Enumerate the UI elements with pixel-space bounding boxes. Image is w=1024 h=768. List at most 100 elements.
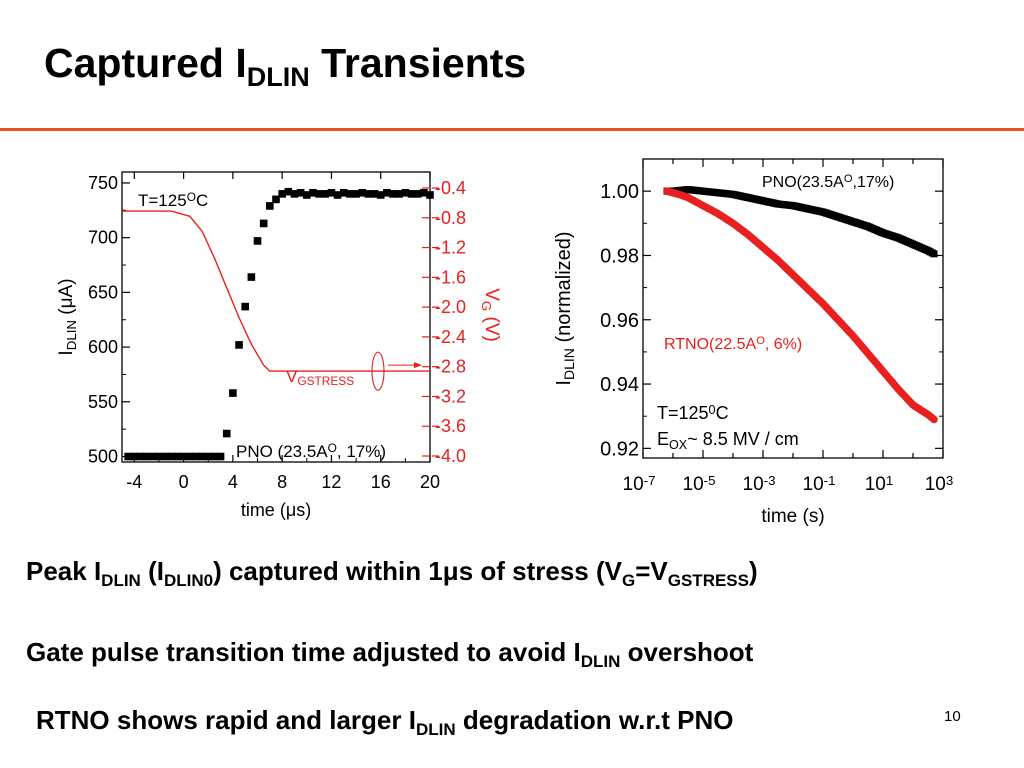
vg-series-line (122, 210, 430, 372)
right-tick-label: -0.4 (435, 178, 466, 198)
idlin-data-point (216, 452, 225, 461)
idlin-data-point (142, 452, 151, 461)
idlin-data-point (253, 237, 262, 245)
y-tick-label: 0.92 (600, 438, 639, 460)
y-tick-label: 0.96 (600, 310, 639, 332)
x-tick-label: -4 (126, 472, 142, 492)
idlin-data-point (352, 190, 360, 198)
idlin-data-point (161, 452, 169, 461)
bullet-text: s of stress (V (458, 556, 622, 586)
bullet-text: G (621, 571, 636, 590)
x-tick-label: 10-5 (683, 473, 716, 495)
bullet-text: =V (635, 556, 668, 586)
idlin-data-point (235, 341, 243, 349)
vstress-annotation: VGSTRESS (286, 367, 354, 388)
x-tick-label: 0 (179, 472, 189, 492)
idlin-data-point (389, 190, 397, 198)
vstress-ellipse (371, 351, 385, 391)
x-tick-label: 10-3 (743, 473, 776, 495)
bullet-text: Gate pulse transition time adjusted to a… (26, 637, 581, 667)
slide-title: Captured IDLIN Transients (44, 40, 526, 93)
idlin-data-point (124, 452, 132, 461)
left-tick-label: 500 (88, 447, 118, 467)
field-annotation: EOX~ 8.5 MV / cm (657, 429, 799, 452)
idlin-data-point (266, 202, 274, 210)
idlin-data-point (272, 195, 280, 204)
idlin-data-point (370, 190, 379, 198)
idlin-data-point (339, 188, 348, 197)
idlin-data-point (198, 452, 206, 461)
x-axis-label: time (s) (761, 506, 824, 527)
idlin-data-point (155, 452, 163, 461)
plot-frame (121, 171, 431, 463)
y-tick-label: 1.00 (600, 181, 639, 203)
idlin-data-point (192, 452, 200, 461)
device-annotation: PNO (23.5AO, 17%) (236, 441, 386, 461)
chart-transient-linear: -4 0 4 8 12 16 20 time (μs) 500 550 600 650 700 750 ID… (56, 171, 502, 520)
bullet-1: Peak IDLIN (IDLIN0) captured within 1μs … (26, 556, 758, 591)
idlin-data-point (309, 188, 317, 197)
idlin-data-point (420, 188, 428, 197)
idlin-data-point (130, 452, 139, 461)
x-tick-label: 12 (321, 472, 341, 492)
bullet-text: ) (749, 556, 758, 586)
x-tick-label: 8 (277, 472, 287, 492)
x-axis-label: time (μs) (241, 500, 311, 520)
idlin-data-point (401, 188, 410, 197)
page-number: 10 (944, 708, 961, 725)
idlin-data-point (358, 188, 367, 197)
right-tick-label: -1.2 (435, 238, 466, 258)
rtno-series-label: RTNO(22.5AO, 6%) (664, 335, 802, 353)
idlin-data-point (173, 452, 182, 461)
left-tick-label: 700 (88, 228, 118, 248)
idlin-data-point (407, 190, 416, 198)
y-tick-label: 0.98 (600, 245, 639, 267)
bullet-3: RTNO shows rapid and larger IDLIN degrad… (36, 705, 734, 740)
bullet-text: Peak I (26, 556, 102, 586)
idlin-data-point (179, 452, 188, 461)
x-tick-label: 16 (371, 472, 391, 492)
title-subscript: DLIN (246, 62, 310, 92)
idlin-data-point (413, 190, 422, 198)
temperature-annotation: T=125OC (138, 190, 208, 210)
rtno-data-point (930, 415, 938, 424)
idlin-data-point (222, 429, 231, 438)
right-tick-label: -1.6 (435, 267, 466, 287)
idlin-data-point (247, 273, 256, 281)
chart-degradation-log: 10-7 10-5 10-3 10-1 101 103 time (s) 0.92 0.94 0.… (553, 158, 953, 527)
idlin-data-point (426, 191, 434, 199)
bullet-text: GSTRESS (667, 571, 749, 590)
right-tick-label: -0.8 (435, 208, 466, 228)
bullet-text: μ (442, 556, 459, 586)
right-tick-label: -3.2 (435, 386, 466, 406)
right-tick-label: -2.8 (435, 357, 466, 377)
left-tick-label: 600 (88, 337, 118, 357)
idlin-data-point (210, 452, 219, 461)
pno-series-label: PNO(23.5AO,17%) (762, 173, 894, 191)
idlin-data-point (383, 188, 391, 197)
idlin-data-point (284, 187, 293, 196)
idlin-data-point (376, 191, 385, 199)
idlin-data-point (290, 190, 299, 198)
x-tick-label: 101 (865, 473, 894, 495)
idlin-data-point (229, 389, 237, 397)
left-tick-label: 650 (88, 282, 118, 302)
bullet-text: RTNO shows rapid and larger I (36, 705, 416, 735)
idlin-data-point (296, 188, 305, 197)
bullet-text: DLIN0 (163, 571, 214, 590)
title-rest: Transients (309, 40, 527, 86)
right-tick-label: -2.0 (435, 297, 466, 317)
y-tick-label: 0.94 (600, 374, 639, 396)
idlin-data-point (303, 191, 311, 199)
idlin-data-point (259, 219, 268, 228)
idlin-data-point (315, 190, 323, 198)
idlin-data-point (185, 452, 194, 461)
idlin-data-point (364, 190, 373, 198)
y-axis-label: IDLIN (normalized) (553, 231, 577, 385)
left-axis-label: IDLIN (μA) (56, 278, 79, 355)
bullet-text: ) captured within 1 (213, 556, 443, 586)
right-axis-label: VG (V) (479, 288, 502, 342)
left-tick-label: 750 (88, 173, 118, 193)
bullet-text: DLIN (580, 652, 621, 671)
pno-data-point (930, 250, 938, 258)
